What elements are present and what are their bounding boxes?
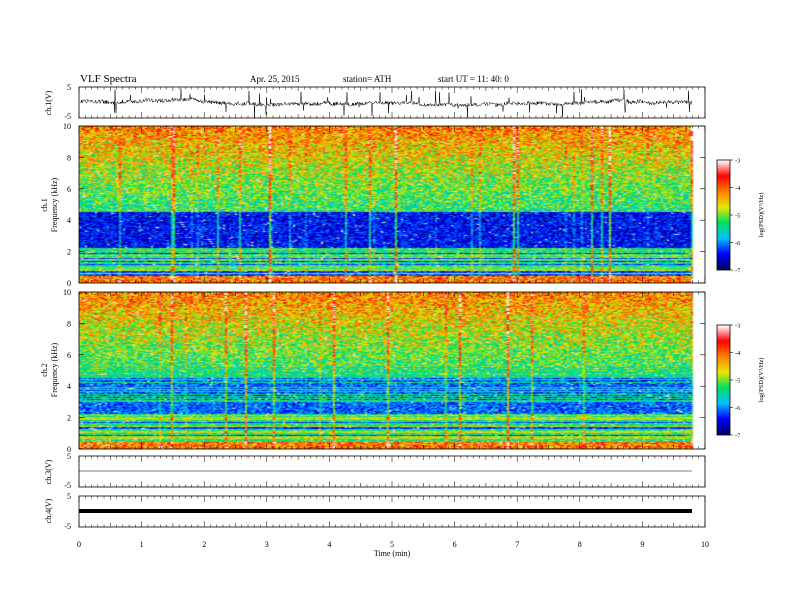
time-tick-label: 3 bbox=[265, 540, 269, 549]
colorbar-tick-label: -6 bbox=[735, 240, 741, 247]
time-axis-label: Time (min) bbox=[374, 549, 411, 558]
ch3-ytick-top: 5 bbox=[67, 452, 71, 461]
ch4-waveform-ylabel: ch.4(V) bbox=[44, 498, 53, 523]
colorbar-tick-label: -3 bbox=[735, 323, 740, 330]
ch1-colorbar-gradient bbox=[717, 160, 730, 270]
ch1-colorbar-label: log(PSD)(V²/Hz) bbox=[758, 193, 765, 238]
ch2-spec-label: ch.2 bbox=[40, 363, 49, 377]
colorbar-tick-label: -7 bbox=[735, 433, 741, 440]
ch1-waveform-ylabel: ch.1(V) bbox=[44, 90, 53, 115]
time-tick-label: 0 bbox=[77, 540, 81, 549]
time-axis-tick-labels: 0 1 2 3 4 5 6 7 8 9 10 bbox=[77, 540, 709, 549]
ch1-freq-ticks: 0 2 4 6 8 10 bbox=[63, 122, 705, 288]
ch3-waveform-panel: 5 -5 ch.3(V) bbox=[44, 452, 706, 490]
time-axis-ticks bbox=[78, 87, 706, 527]
figure-title: VLF Spectra bbox=[80, 73, 137, 85]
freq-tick-label: 4 bbox=[67, 382, 71, 391]
ch4-waveform-panel: 5 -5 ch.4(V) bbox=[44, 492, 706, 531]
colorbar-tick-label: -6 bbox=[735, 405, 741, 412]
ch1-waveform-trace bbox=[79, 88, 693, 118]
ch3-ytick-bottom: -5 bbox=[64, 481, 71, 490]
time-tick-label: 9 bbox=[640, 540, 644, 549]
ch2-spectrogram-panel: 0 2 4 6 8 10 ch.2 Frequency (kHz) bbox=[40, 288, 706, 454]
header-start-time: start UT = 11: 40: 0 bbox=[438, 74, 509, 84]
ch1-spectrogram-image bbox=[79, 126, 705, 283]
ch2-spectrogram-image bbox=[79, 292, 705, 449]
ch4-waveform-trace bbox=[79, 509, 692, 513]
time-tick-label: 8 bbox=[578, 540, 582, 549]
freq-tick-label: 6 bbox=[67, 185, 71, 194]
ch1-colorbar-ticks: -3 -4 -5 -6 -7 bbox=[730, 158, 741, 275]
freq-tick-label: 10 bbox=[63, 288, 71, 297]
colorbar-tick-label: -4 bbox=[735, 185, 741, 192]
colorbar-tick-label: -3 bbox=[735, 158, 740, 165]
ch1-ytick-top: 5 bbox=[67, 83, 71, 92]
ch1-freq-label: Frequency (kHz) bbox=[50, 177, 59, 232]
freq-tick-label: 10 bbox=[63, 122, 71, 131]
colorbar-tick-label: -5 bbox=[735, 213, 740, 220]
time-tick-label: 7 bbox=[515, 540, 519, 549]
ch1-waveform-panel: 5 -5 ch.1(V) bbox=[44, 83, 706, 121]
ch2-colorbar-gradient bbox=[717, 325, 730, 435]
time-tick-label: 6 bbox=[453, 540, 457, 549]
time-tick-label: 1 bbox=[140, 540, 144, 549]
ch2-colorbar-ticks: -3 -4 -5 -6 -7 bbox=[730, 323, 741, 440]
time-tick-label: 2 bbox=[202, 540, 206, 549]
ch2-freq-ticks: 0 2 4 6 8 10 bbox=[63, 288, 705, 454]
ch3-waveform-ylabel: ch.3(V) bbox=[44, 459, 53, 484]
ch1-ytick-bottom: -5 bbox=[64, 112, 71, 121]
freq-tick-label: 4 bbox=[67, 216, 71, 225]
ch2-colorbar: -3 -4 -5 -6 -7 log(PSD)(V²/Hz) bbox=[716, 323, 765, 440]
ch2-freq-label: Frequency (kHz) bbox=[50, 342, 59, 397]
ch2-colorbar-label: log(PSD)(V²/Hz) bbox=[758, 358, 765, 403]
ch1-spectrogram-panel: 0 2 4 6 8 10 ch.1 Frequency (kHz) bbox=[40, 122, 706, 288]
freq-tick-label: 0 bbox=[67, 445, 71, 454]
freq-tick-label: 2 bbox=[67, 414, 71, 423]
ch1-spec-label: ch.1 bbox=[40, 198, 49, 212]
colorbar-tick-label: -4 bbox=[735, 350, 741, 357]
time-tick-label: 4 bbox=[327, 540, 331, 549]
ch4-ytick-top: 5 bbox=[67, 492, 71, 501]
header-station: station= ATH bbox=[343, 74, 392, 84]
header-date: Apr. 25, 2015 bbox=[250, 74, 300, 84]
time-tick-label: 5 bbox=[390, 540, 394, 549]
freq-tick-label: 8 bbox=[67, 319, 71, 328]
freq-tick-label: 2 bbox=[67, 248, 71, 257]
colorbar-tick-label: -7 bbox=[735, 268, 741, 275]
time-tick-label: 10 bbox=[701, 540, 709, 549]
freq-tick-label: 0 bbox=[67, 279, 71, 288]
ch1-colorbar: -3 -4 -5 -6 -7 log(PSD)(V²/Hz) bbox=[716, 158, 765, 275]
colorbar-tick-label: -5 bbox=[735, 378, 740, 385]
ch4-ytick-bottom: -5 bbox=[64, 522, 71, 531]
freq-tick-label: 6 bbox=[67, 351, 71, 360]
freq-tick-label: 8 bbox=[67, 153, 71, 162]
